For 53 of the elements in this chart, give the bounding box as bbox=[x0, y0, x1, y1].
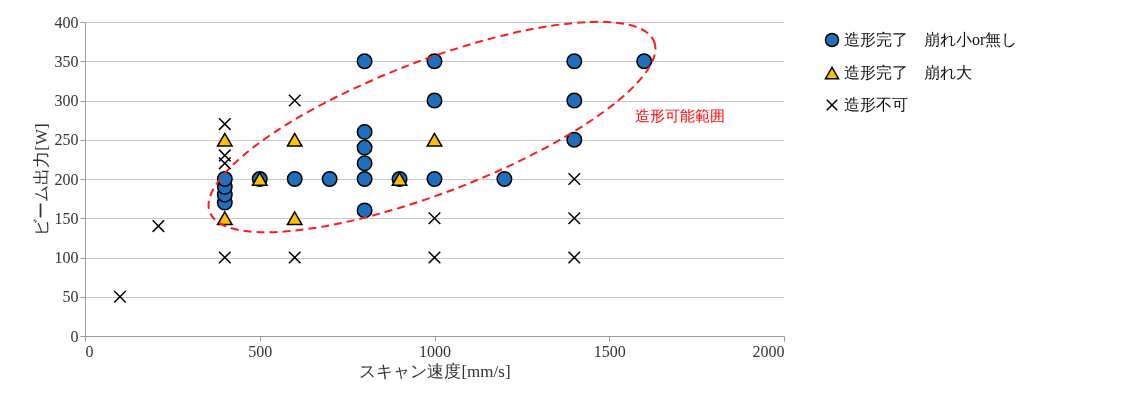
point bbox=[356, 202, 373, 219]
point bbox=[356, 171, 373, 187]
point bbox=[321, 171, 338, 187]
point bbox=[566, 53, 583, 70]
point bbox=[356, 123, 373, 140]
point bbox=[286, 211, 303, 226]
point bbox=[288, 250, 302, 265]
point bbox=[288, 93, 302, 108]
point bbox=[113, 290, 127, 304]
point bbox=[218, 117, 232, 131]
point bbox=[567, 172, 581, 186]
point bbox=[356, 139, 373, 156]
x-tick-label: 2000 bbox=[752, 342, 785, 360]
y-axis-title: ビーム出力[W] bbox=[31, 123, 51, 236]
point bbox=[427, 250, 442, 265]
y-tick-label: 0 bbox=[70, 327, 79, 345]
point bbox=[567, 250, 581, 265]
point bbox=[426, 92, 443, 109]
point bbox=[496, 171, 513, 187]
point bbox=[426, 132, 443, 147]
y-tick-label: 300 bbox=[54, 92, 79, 109]
y-tick-label: 50 bbox=[62, 288, 79, 306]
point bbox=[218, 156, 232, 170]
y-tick-label: 200 bbox=[54, 170, 79, 188]
x-tick-label: 0 bbox=[85, 342, 94, 360]
point bbox=[426, 171, 443, 187]
point bbox=[426, 53, 443, 70]
x-tick-label: 1500 bbox=[593, 342, 626, 360]
x-axis-title: スキャン速度[mm/s] bbox=[359, 361, 511, 381]
point bbox=[427, 211, 442, 225]
point bbox=[286, 171, 303, 187]
x-tick-label: 500 bbox=[248, 342, 273, 360]
point bbox=[216, 132, 233, 147]
y-tick-label: 350 bbox=[54, 52, 79, 70]
y-tick-label: 150 bbox=[54, 209, 79, 227]
y-tick-label: 250 bbox=[54, 131, 79, 149]
point bbox=[356, 53, 373, 70]
y-tick-label: 400 bbox=[54, 13, 79, 31]
point bbox=[286, 132, 303, 147]
point bbox=[218, 148, 232, 162]
annotation: 造形可能範囲 bbox=[635, 108, 726, 125]
y-tick-label: 100 bbox=[54, 249, 79, 266]
x-tick-label: 1000 bbox=[419, 342, 451, 360]
point bbox=[356, 155, 373, 172]
legend-label: 造形完了 崩れ小or無し bbox=[844, 31, 1018, 48]
point bbox=[636, 53, 653, 70]
point bbox=[218, 250, 232, 265]
legend-label: 造形不可 bbox=[844, 96, 908, 113]
point bbox=[566, 131, 583, 148]
legend-label: 造形完了 崩れ大 bbox=[844, 64, 972, 81]
point bbox=[567, 211, 581, 225]
point bbox=[151, 219, 165, 233]
point bbox=[566, 92, 583, 109]
